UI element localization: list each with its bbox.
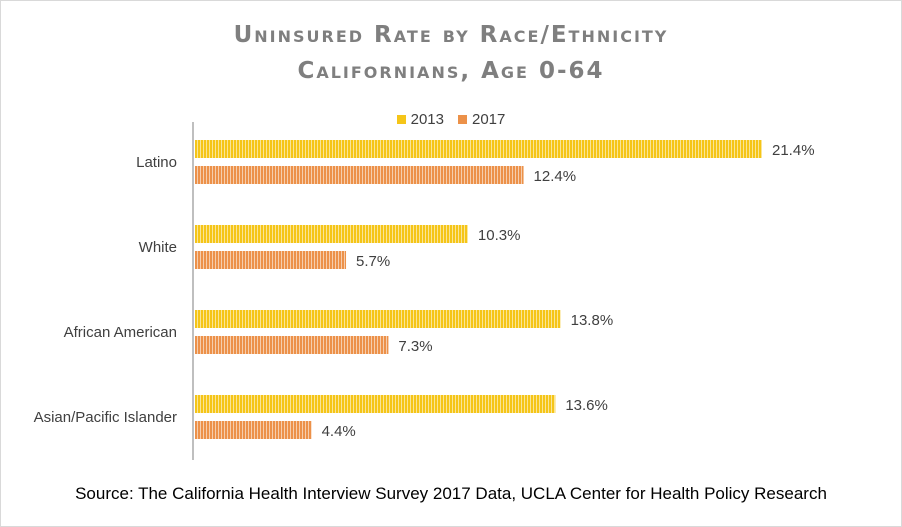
bar-2013 [195, 395, 556, 413]
source-note: Source: The California Health Interview … [75, 484, 827, 503]
data-label: 12.4% [534, 168, 577, 185]
bar-2013 [195, 140, 762, 158]
chart-title: Uninsured Rate by Race/Ethnicity [233, 22, 669, 48]
bar-2017 [195, 421, 312, 439]
data-label: 5.7% [356, 253, 390, 270]
data-label: 13.6% [565, 397, 608, 414]
bar-2017 [195, 251, 347, 269]
data-label: 21.4% [772, 142, 815, 159]
bar-2013 [195, 225, 468, 243]
category-label: Latino [136, 154, 177, 171]
category-label: African American [64, 324, 177, 341]
category-label: Asian/Pacific Islander [34, 409, 177, 426]
data-label: 13.8% [571, 312, 614, 329]
data-label: 7.3% [398, 338, 432, 355]
bar-2017 [195, 166, 524, 184]
bar-2017 [195, 336, 389, 354]
category-label: White [139, 239, 177, 256]
data-label: 10.3% [478, 227, 521, 244]
legend-swatch-2013 [396, 115, 406, 124]
chart-subtitle: Californians, Age 0-64 [297, 58, 605, 84]
legend-label-2013: 2013 [410, 111, 444, 128]
legend-item-2017: 2017 [458, 111, 505, 128]
legend-item-2013: 2013 [396, 111, 444, 128]
legend-swatch-2017 [458, 115, 467, 124]
legend: 2013 2017 [0, 111, 902, 128]
bar-2013 [195, 310, 561, 328]
legend-label-2017: 2017 [472, 111, 506, 128]
data-label: 4.4% [322, 423, 356, 440]
